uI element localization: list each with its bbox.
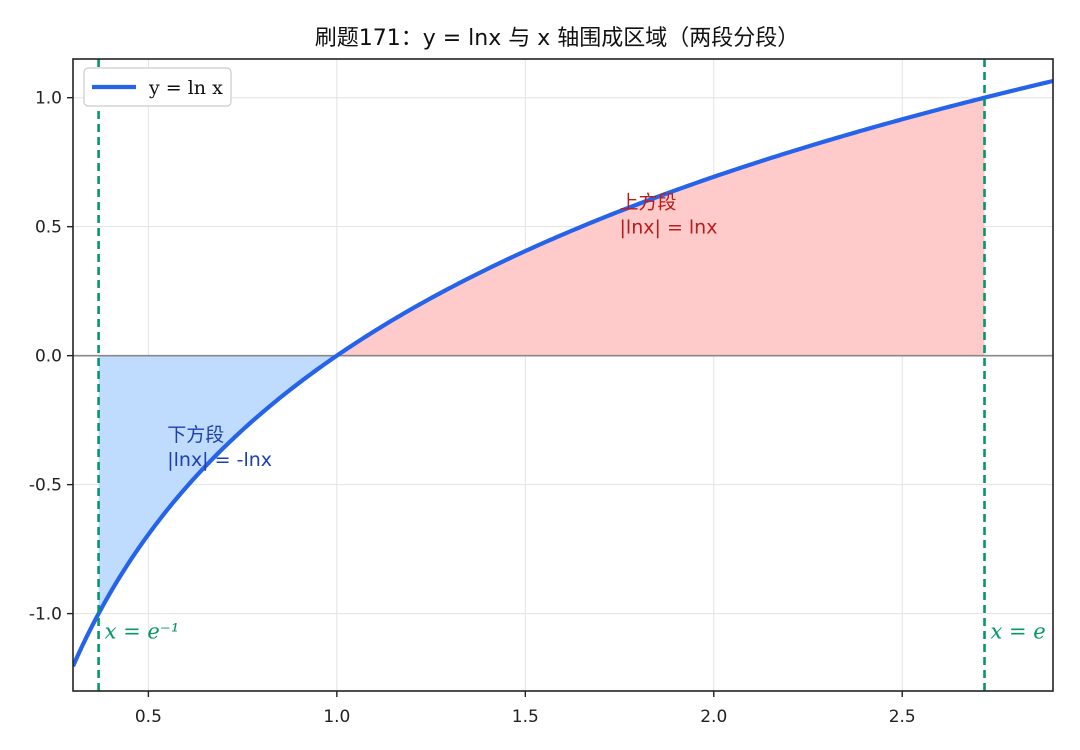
y-tick-label: 0.0: [35, 347, 62, 367]
y-tick-label: 1.0: [35, 89, 62, 109]
plot-frame: [72, 58, 1054, 692]
legend-label: y = ln x: [148, 77, 223, 99]
legend: y = ln x: [83, 67, 232, 107]
x-tick-label: 1.5: [512, 707, 539, 727]
annotation-upper-title: 上方段: [620, 192, 677, 214]
x-tick-label: 0.5: [135, 707, 162, 727]
legend-box: [83, 67, 232, 107]
series-line-ln-x: [73, 78, 1053, 668]
fill-region-below: [98, 355, 337, 614]
annotation-lower-title: 下方段: [167, 424, 224, 446]
y-tick-label: -0.5: [29, 476, 62, 496]
x-tick-label: 2.0: [700, 707, 727, 727]
y-tick-label: -1.0: [29, 605, 62, 625]
x-tick-label: 2.5: [889, 707, 916, 727]
plot-clip-group: [73, 59, 1053, 691]
fill-region-above: [336, 97, 985, 356]
annotation-upper-formula: |lnx| = lnx: [620, 217, 718, 239]
vline-label-e: x = e: [991, 620, 1046, 644]
vline-label-e-inverse: x = e⁻¹: [105, 620, 180, 644]
x-tick-label: 1.0: [323, 707, 350, 727]
annotation-lower-formula: |lnx| = -lnx: [167, 449, 272, 471]
y-tick-label: 0.5: [35, 218, 62, 238]
plot-area: x = e⁻¹ x = e 上方段 |lnx| = lnx 下方段 |lnx| = -ln…: [29, 58, 1054, 727]
chart-title: 刷题171：y = lnx 与 x 轴围成区域（两段分段）: [315, 26, 800, 51]
